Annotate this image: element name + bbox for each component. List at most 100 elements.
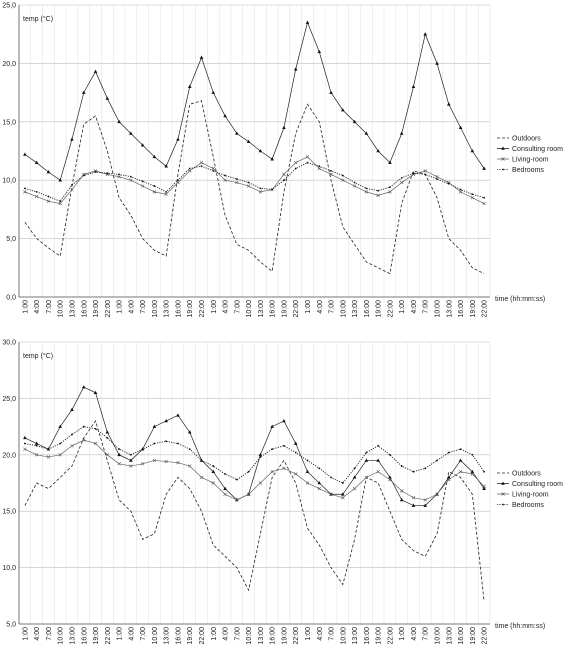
chart0-y-axis-label: temp (°C) bbox=[23, 15, 53, 23]
chart0-point bbox=[435, 174, 439, 179]
chart0-x-tick-label: 4:00 bbox=[34, 300, 41, 314]
chart1-y-tick-label: 5,0 bbox=[6, 622, 16, 629]
chart0-point bbox=[70, 187, 74, 192]
chart1-point bbox=[282, 466, 286, 471]
chart0-y-tick-label: 5,0 bbox=[6, 236, 16, 243]
chart1-legend-label: Bedrooms bbox=[512, 502, 544, 509]
chart1-y-tick-label: 25,0 bbox=[2, 396, 16, 403]
chart1-point bbox=[305, 469, 310, 474]
chart1-point bbox=[352, 486, 357, 491]
chart1-point bbox=[188, 448, 191, 451]
chart1-y-tick-label: 15,0 bbox=[2, 509, 16, 516]
chart1-point bbox=[235, 478, 238, 481]
chart0-x-tick-label: 22:00 bbox=[293, 300, 300, 318]
chart1-x-tick-label: 1:00 bbox=[211, 627, 218, 641]
chart0-x-tick-label: 1:00 bbox=[117, 300, 124, 314]
chart1-point bbox=[318, 467, 321, 470]
chart1-x-tick-label: 7:00 bbox=[140, 627, 147, 641]
chart0-point bbox=[177, 179, 179, 182]
chart0-point bbox=[364, 190, 369, 194]
chart1-point bbox=[140, 462, 145, 466]
chart1-point bbox=[388, 475, 392, 479]
chart1-point bbox=[117, 452, 121, 457]
chart1-point bbox=[246, 492, 251, 496]
chart1-point bbox=[199, 475, 204, 480]
chart1-point bbox=[212, 465, 215, 467]
chart1-point bbox=[141, 448, 144, 451]
chart0-point bbox=[140, 143, 145, 147]
chart1-point bbox=[105, 453, 110, 457]
chart0-point bbox=[94, 171, 97, 173]
chart0-point bbox=[423, 169, 427, 173]
chart1-point bbox=[153, 442, 156, 445]
chart0-point bbox=[165, 190, 168, 193]
chart1-point bbox=[35, 444, 38, 447]
chart0-point bbox=[187, 84, 192, 89]
chart1-point bbox=[82, 425, 85, 428]
chart0-point bbox=[176, 180, 180, 185]
chart1-point bbox=[306, 459, 309, 462]
chart0-y-tick-label: 25,0 bbox=[2, 3, 16, 10]
chart0-point bbox=[164, 164, 168, 168]
chart1-point bbox=[152, 458, 157, 463]
chart0-point bbox=[199, 55, 204, 59]
chart1-x-tick-label: 1:00 bbox=[305, 627, 312, 641]
chart1-x-tick-label: 19:00 bbox=[187, 627, 194, 645]
chart0-point bbox=[447, 182, 450, 185]
chart0-point bbox=[141, 180, 144, 183]
chart0-point bbox=[352, 184, 357, 188]
chart1-point bbox=[470, 472, 475, 476]
chart1-point bbox=[293, 441, 298, 445]
chart0-point bbox=[376, 193, 380, 198]
chart1-point bbox=[482, 484, 486, 489]
chart0-point bbox=[235, 180, 239, 185]
chart0-point bbox=[152, 154, 157, 159]
chart0-x-tick-label: 22:00 bbox=[482, 300, 489, 318]
chart1-point bbox=[164, 459, 168, 464]
chart0-point bbox=[483, 196, 486, 199]
chart1-point bbox=[282, 418, 286, 423]
chart0-point bbox=[81, 90, 86, 94]
chart0-x-tick-label: 10:00 bbox=[246, 300, 253, 318]
chart0-x-tick-label: 4:00 bbox=[317, 300, 324, 314]
chart0-point bbox=[470, 196, 475, 200]
chart0-point bbox=[365, 187, 368, 190]
chart1-point bbox=[177, 442, 179, 445]
chart0-point bbox=[329, 172, 333, 177]
chart0-x-tick-label: 22:00 bbox=[199, 300, 206, 318]
chart0-x-tick-label: 16:00 bbox=[81, 300, 88, 318]
chart1-point bbox=[283, 444, 285, 447]
chart0-point bbox=[364, 131, 369, 135]
chart-bottom: 5,0 10,0 15,0 20,0 25,0 30,0 temp (°C) 1:00 4:00… bbox=[2, 340, 563, 645]
chart1-series-line-3 bbox=[24, 426, 485, 484]
chart0-point bbox=[188, 167, 191, 170]
chart1-point bbox=[58, 453, 62, 457]
chart1-point bbox=[399, 489, 404, 493]
chart1-x-tick-label: 16:00 bbox=[175, 627, 182, 645]
chart1-point bbox=[259, 456, 262, 458]
chart0-legend-label: Living-room bbox=[512, 157, 549, 164]
chart0-point bbox=[211, 166, 215, 171]
chart0-point bbox=[353, 181, 356, 184]
chart1-point bbox=[176, 460, 180, 465]
chart1-point bbox=[294, 472, 298, 476]
chart0-point bbox=[46, 170, 51, 174]
chart1-point bbox=[388, 477, 392, 482]
chart1-point bbox=[471, 453, 474, 456]
chart1-point bbox=[129, 458, 133, 462]
chart0-x-tick-label: 16:00 bbox=[270, 300, 277, 318]
chart1-point bbox=[58, 424, 63, 428]
chart0-point bbox=[164, 192, 168, 196]
chart1-point bbox=[93, 390, 98, 395]
chart1-series-line-1 bbox=[24, 386, 485, 506]
chart1-legend-label: Living-room bbox=[512, 492, 549, 499]
chart1-x-tick-label: 13:00 bbox=[258, 627, 265, 645]
chart1-point bbox=[211, 469, 216, 474]
chart1-point bbox=[258, 481, 263, 485]
chart0-series-line-1 bbox=[24, 21, 485, 181]
chart1-point bbox=[329, 492, 333, 496]
chart1-point bbox=[389, 453, 391, 456]
chart0-x-tick-label: 16:00 bbox=[458, 300, 465, 318]
chart1-point bbox=[341, 495, 345, 500]
chart1-point bbox=[364, 458, 369, 462]
